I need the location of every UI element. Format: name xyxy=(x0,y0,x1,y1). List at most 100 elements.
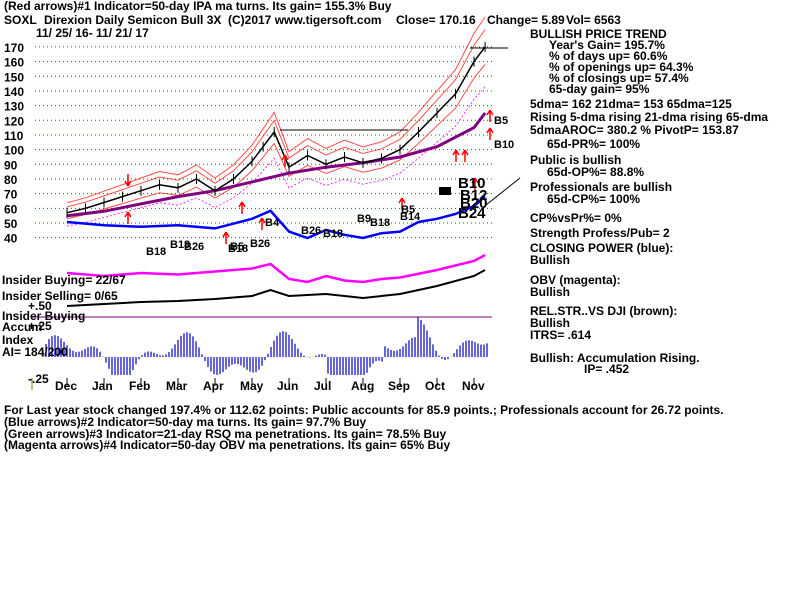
signal-arrow xyxy=(486,127,494,140)
signal-label-b18: B18 xyxy=(228,243,248,255)
closing-power-status: Bullish xyxy=(530,253,571,267)
copyright-text: (C)2017 www.tigersoft.com xyxy=(228,13,382,27)
aroc-pivot: 5dmaAROC= 380.2 % PivotP= 153.87 xyxy=(530,123,739,137)
x-tick-label: Apr xyxy=(203,379,224,393)
closing-power-label: CLOSING POWER (blue): xyxy=(530,241,674,255)
insider-buying-count: Insider Buying= 22/67 xyxy=(2,273,126,287)
signal-label-b12: B12 xyxy=(460,187,488,204)
price-bands xyxy=(66,16,486,227)
x-tick-label: Jun xyxy=(277,379,298,393)
x-tick-label: Oct xyxy=(425,379,445,393)
professionals-bullish: Professionals are bullish xyxy=(530,180,673,194)
accum-minus25: -.25 xyxy=(28,372,49,386)
signal-label-b26: B26 xyxy=(184,241,204,253)
signal-arrow xyxy=(471,177,479,190)
signal-arrow xyxy=(222,231,230,244)
insider-selling-count: Insider Selling= 0/65 xyxy=(2,289,118,303)
y-tick-label: 170 xyxy=(4,41,24,55)
band-lower xyxy=(66,29,486,208)
signal-label-b26: B26 xyxy=(301,225,321,237)
change-value: Change= 5.89 xyxy=(487,13,565,27)
signal-arrow xyxy=(398,197,406,210)
signal-label-b5: B5 xyxy=(401,204,415,216)
signal-label-b24: B24 xyxy=(458,205,486,222)
chart-series xyxy=(66,41,521,307)
days-up: % of days up= 60.6% xyxy=(549,49,668,63)
x-tick-label: Jan xyxy=(92,379,113,393)
series-relstr xyxy=(66,269,486,307)
signal-label-b5: B5 xyxy=(494,115,508,127)
insider-buying-label: Insider Buying xyxy=(2,309,86,323)
openings-up: % of openings up= 64.3% xyxy=(549,60,694,74)
y-tick-label: 70 xyxy=(4,188,18,202)
signal-label-b5: B5 xyxy=(230,241,244,253)
trend-line xyxy=(485,177,521,206)
instrument-name: Direxion Daily Semicon Bull 3X xyxy=(44,13,222,27)
volume-value: Vol= 6563 xyxy=(566,13,621,27)
signal-label-b18: B18 xyxy=(323,228,343,240)
series-ma65 xyxy=(66,112,487,218)
x-tick-label: Aug xyxy=(351,379,374,393)
y-tick-label: 80 xyxy=(4,173,18,187)
cp-vs-pr: CP%vsPr%= 0% xyxy=(530,211,622,225)
years-gain: Year's Gain= 195.7% xyxy=(549,38,665,52)
y-tick-label: 130 xyxy=(4,100,24,114)
y-tick-label: 120 xyxy=(4,114,24,128)
header-indicator-line: (Red arrows)#1 Indicator=50-day IPA ma t… xyxy=(4,0,392,13)
rising-dmas: Rising 5-dma rising 21-dma rising 65-dma xyxy=(530,110,769,124)
footer-blue-arrows: (Blue arrows)#2 Indicator=50-day ma turn… xyxy=(4,415,367,429)
band-upper xyxy=(66,64,486,220)
y-tick-label: 100 xyxy=(4,144,24,158)
signal-label-b18: B18 xyxy=(370,217,390,229)
x-tick-label: Dec xyxy=(55,379,77,393)
ai-value: AI= 184/200 xyxy=(2,345,68,359)
accum-plus25: +.25 xyxy=(28,319,52,333)
date-range: 11/ 25/ 16- 11/ 21/ 17 xyxy=(36,26,149,40)
cp-percent: 65d-CP%= 100% xyxy=(547,192,641,206)
accum-plus50: +.50 xyxy=(28,299,52,313)
signal-label-b18: B18 xyxy=(170,239,190,251)
y-tick-label: 50 xyxy=(4,217,18,231)
signal-label-b26: B26 xyxy=(250,238,270,250)
accumulation-index-bars xyxy=(32,316,492,375)
signal-label-b4: B4 xyxy=(265,217,280,229)
signal-label-b10: B10 xyxy=(494,139,514,151)
x-tick-label: Feb xyxy=(129,379,150,393)
signal-marker xyxy=(439,187,451,195)
band-outer xyxy=(66,16,486,204)
ip-value: IP= .452 xyxy=(584,362,630,376)
y-tick-label: 150 xyxy=(4,70,24,84)
signal-arrow xyxy=(124,211,132,224)
signal-arrow xyxy=(238,201,246,214)
signal-arrow xyxy=(452,149,460,162)
y-tick-label: 140 xyxy=(4,85,24,99)
signal-arrow xyxy=(281,154,289,167)
band-lower-dotted xyxy=(66,86,486,227)
signal-label-b9: B9 xyxy=(357,213,371,225)
relstr-status: Bullish xyxy=(530,316,571,330)
day65-gain: 65-day gain= 95% xyxy=(549,82,650,96)
y-tick-label: 90 xyxy=(4,158,18,172)
ticker-symbol: SOXL xyxy=(4,13,37,27)
y-tick-label: 40 xyxy=(4,232,18,246)
x-tick-label: Mar xyxy=(166,379,188,393)
strength-ratio: Strength Profess/Pub= 2 xyxy=(530,226,670,240)
relstr-label: REL.STR..VS DJI (brown): xyxy=(530,304,678,318)
signal-label-b10: B10 xyxy=(458,175,486,192)
series-obv xyxy=(66,253,486,284)
op-percent: 65d-OP%= 88.8% xyxy=(547,165,645,179)
accum-label: Accum xyxy=(2,320,43,334)
series-price xyxy=(66,46,486,214)
index-label: Index xyxy=(2,333,34,347)
signal-label-b18: B18 xyxy=(146,246,166,258)
accumulation-status: Bullish: Accumulation Rising. xyxy=(530,351,700,365)
signal-arrow xyxy=(461,149,469,162)
trend-title: BULLISH PRICE TREND xyxy=(530,27,667,41)
y-tick-label: 110 xyxy=(4,129,24,143)
footer-summary: For Last year stock changed 197.4% or 11… xyxy=(4,403,724,417)
footer-green-arrows: (Green arrows)#3 Indicator=21-day RSQ ma… xyxy=(4,427,447,441)
pr-percent: 65d-PR%= 100% xyxy=(547,137,641,151)
obv-status: Bullish xyxy=(530,285,571,299)
dma-values: 5dma= 162 21dma= 153 65dma=125 xyxy=(530,97,732,111)
